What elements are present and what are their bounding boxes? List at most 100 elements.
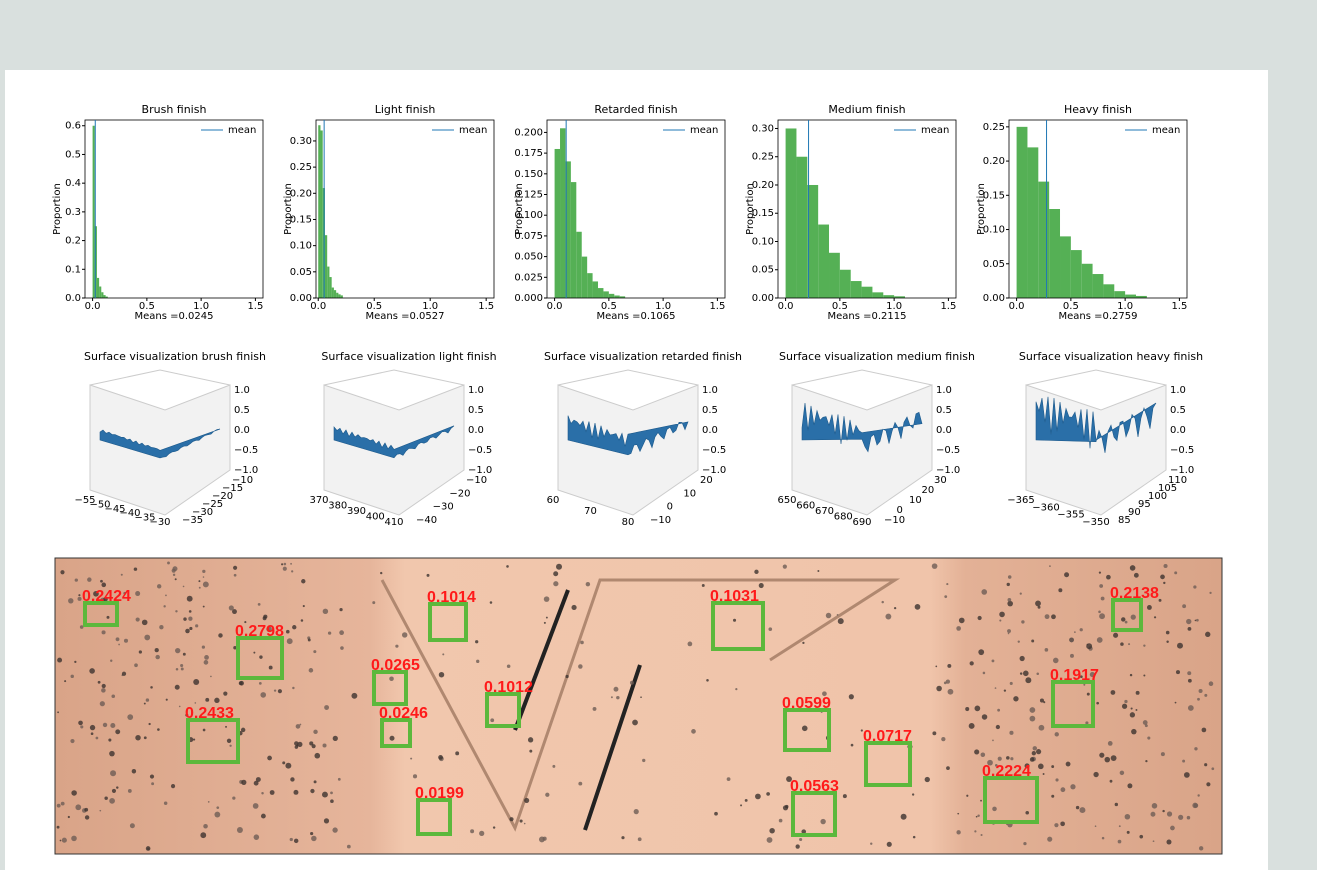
speckle <box>544 596 550 602</box>
speckle <box>232 796 235 799</box>
y-tick-label: −10 <box>232 475 253 486</box>
z-tick-label: −0.5 <box>702 445 726 456</box>
speckle <box>941 737 945 741</box>
speckle <box>101 688 106 693</box>
bar <box>840 270 851 298</box>
speckle <box>999 620 1001 622</box>
chart-title: Medium finish <box>828 103 905 116</box>
speckle <box>78 597 82 601</box>
speckle <box>1007 583 1010 586</box>
speckle <box>992 740 994 742</box>
z-tick-label: 1.0 <box>1170 385 1186 396</box>
y-tick-label: 0.5 <box>65 149 81 160</box>
speckle <box>524 798 529 803</box>
speckle <box>1055 732 1059 736</box>
speckle <box>229 605 234 610</box>
speckle <box>99 810 101 812</box>
y-tick-label: 0.2 <box>65 236 81 247</box>
speckle <box>204 660 209 665</box>
speckle <box>1106 575 1111 580</box>
speckle <box>759 583 764 588</box>
bar <box>325 235 327 298</box>
speckle <box>340 646 344 650</box>
y-tick-label: 0.30 <box>290 136 312 147</box>
speckle <box>1070 654 1074 658</box>
speckle <box>173 574 175 576</box>
x-tick-label: 400 <box>366 512 385 523</box>
y-tick-label: 30 <box>934 475 947 486</box>
speckle <box>328 632 331 635</box>
bar <box>93 126 95 298</box>
speckle <box>1038 764 1044 770</box>
speckle <box>970 661 974 665</box>
speckle <box>932 731 936 735</box>
speckle <box>330 799 334 803</box>
speckle <box>621 836 624 839</box>
speckle <box>546 617 548 619</box>
speckle <box>253 652 255 654</box>
bar <box>329 277 331 298</box>
speckle <box>702 584 705 587</box>
speckle <box>218 633 222 637</box>
x-axis-label: Means =0.1065 <box>596 311 675 322</box>
speckle <box>130 823 135 828</box>
sample-label: 0.2798 <box>235 623 284 640</box>
speckle <box>1033 746 1037 750</box>
speckle <box>1036 749 1041 754</box>
speckle <box>1099 584 1103 588</box>
speckle <box>64 680 66 682</box>
speckle <box>1018 640 1020 642</box>
speckle <box>1209 592 1211 594</box>
speckle <box>185 629 190 634</box>
speckle <box>132 769 136 773</box>
bar <box>883 295 894 298</box>
speckle <box>1036 672 1039 675</box>
speckle <box>944 595 947 598</box>
speckle <box>164 801 167 804</box>
speckle <box>479 831 484 836</box>
speckle <box>301 579 305 583</box>
x-tick-label: 670 <box>815 506 834 517</box>
y-tick-label: −10 <box>650 515 671 526</box>
z-tick-label: 1.0 <box>702 385 718 396</box>
speckle <box>1064 572 1069 577</box>
speckle <box>1079 807 1085 813</box>
speckle <box>820 819 825 824</box>
speckle <box>75 578 78 581</box>
z-tick-label: −0.5 <box>468 445 492 456</box>
speckle <box>413 774 417 778</box>
speckle <box>283 567 287 571</box>
y-axis-label: Proportion <box>52 183 63 235</box>
speckle <box>843 794 847 798</box>
bar <box>338 294 340 298</box>
speckle <box>887 842 892 847</box>
speckle <box>189 610 192 613</box>
speckle <box>493 826 495 828</box>
speckle <box>1125 814 1131 820</box>
speckle <box>586 582 590 586</box>
y-tick-label: 0.05 <box>752 265 774 276</box>
speckle <box>1152 803 1158 809</box>
bar <box>851 281 862 298</box>
x-tick-label: 60 <box>547 495 560 506</box>
speckle <box>552 765 555 768</box>
speckle <box>330 792 333 795</box>
speckle <box>851 744 854 747</box>
speckle <box>290 777 294 781</box>
z-tick-label: 0.5 <box>936 405 952 416</box>
speckle <box>1131 614 1136 619</box>
y-tick-label: 0.10 <box>752 236 774 247</box>
speckle <box>202 570 205 573</box>
speckle <box>1049 565 1051 567</box>
speckle <box>195 624 198 627</box>
speckle <box>1147 605 1152 610</box>
speckle <box>1130 712 1135 717</box>
legend-label: mean <box>921 125 949 136</box>
speckle <box>1187 671 1191 675</box>
speckle <box>969 723 975 729</box>
speckle <box>1186 619 1191 624</box>
speckle <box>1170 826 1175 831</box>
y-tick-label: 0.3 <box>65 207 81 218</box>
speckle <box>1143 645 1145 647</box>
speckle <box>1130 674 1132 676</box>
